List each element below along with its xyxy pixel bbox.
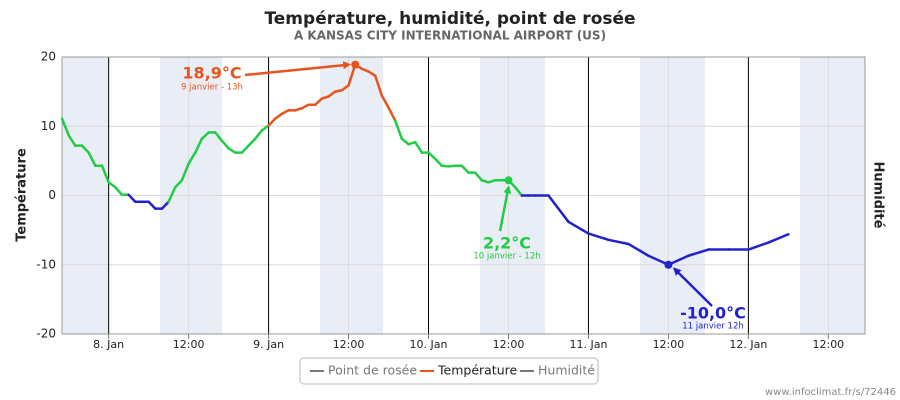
line-segment [254, 129, 264, 140]
line-segment [767, 233, 790, 244]
line-segment [200, 131, 210, 140]
line-segment [747, 241, 770, 251]
annotation-point [351, 60, 360, 69]
line-segment [373, 74, 384, 98]
line-segment [427, 151, 437, 161]
line-segment [160, 200, 170, 210]
line-segment [227, 147, 237, 154]
x-tick-label: 12:00 [333, 338, 365, 351]
line-segment [627, 242, 650, 257]
y-tick-label: 10 [41, 119, 56, 133]
line-segment [273, 112, 284, 120]
line-segment [433, 157, 444, 167]
line-segment [267, 117, 277, 127]
y-tick-label: 20 [41, 50, 56, 64]
line-segment [313, 97, 324, 107]
line-segment [174, 179, 184, 189]
line-segment [513, 185, 524, 197]
line-segment [413, 140, 424, 154]
y-axis-label: Température [15, 148, 30, 242]
line-segment [687, 248, 710, 257]
line-segment [100, 164, 110, 184]
x-tick-label: 12:00 [653, 338, 685, 351]
line-segment [567, 220, 590, 235]
annotation-sublabel: 9 janvier - 13h [181, 83, 243, 93]
line-segment [214, 131, 224, 143]
plot-frame [61, 56, 866, 335]
chart-subtitle: A KANSAS CITY INTERNATIONAL AIRPORT (US) [294, 29, 606, 43]
line-segment [114, 185, 124, 197]
y-tick-label: -20 [36, 327, 56, 341]
annotation-arrow [498, 185, 512, 232]
x-tick-label: 10. Jan [410, 338, 448, 351]
line-segment [280, 109, 290, 116]
x-tick-label: 8. Jan [93, 338, 124, 351]
source: www.infoclimat.fr/s/72446 [765, 387, 896, 398]
x-tick-label: 12:00 [493, 338, 525, 351]
annotation-label: 2,2°C [483, 234, 531, 253]
line-segment [340, 84, 350, 92]
legend-label: Humidité [538, 363, 595, 378]
line-segment [367, 70, 377, 77]
x-tick-label: 12. Jan [729, 338, 767, 351]
x-tick-label: 12:00 [173, 338, 205, 351]
line-segment [327, 90, 337, 98]
line-segment [67, 134, 77, 147]
annotation-point [664, 260, 673, 269]
annotation-arrow [244, 61, 352, 77]
y2-axis-label: Humidité [871, 162, 886, 229]
line-segment [80, 144, 90, 154]
annotation-arrow [672, 267, 713, 307]
legend-box [299, 357, 599, 385]
annotation-label: -10,0°C [680, 304, 746, 323]
legend-label: Température [437, 363, 517, 378]
line-segment [147, 200, 157, 210]
line-segment [380, 94, 390, 109]
line-segment [393, 119, 404, 140]
x-tick-label: 12:00 [812, 338, 844, 351]
line-segment [547, 194, 570, 224]
annotation-point [504, 176, 513, 185]
line-segment [107, 181, 117, 189]
y-tick-label: 0 [48, 188, 56, 202]
line-segment [260, 124, 270, 132]
annotation-label: 18,9°C [182, 64, 241, 83]
line-segment [220, 139, 230, 150]
line-segment [167, 185, 177, 203]
y-tick-label: -10 [36, 257, 56, 271]
legend-label: Point de rosée [328, 363, 417, 378]
line-segment [473, 171, 484, 182]
line-segment [247, 137, 257, 147]
line-segment [587, 232, 610, 242]
line-segment [400, 137, 410, 146]
line-segment [187, 151, 197, 165]
line-segment [240, 144, 250, 154]
line-segment [300, 103, 310, 110]
line-segment [387, 106, 397, 122]
line-segment [180, 162, 190, 182]
x-tick-label: 9. Jan [253, 338, 284, 351]
x-tick-label: 11. Jan [569, 338, 607, 351]
line-segment [194, 137, 204, 154]
line-segment [460, 164, 470, 174]
line-segment [607, 238, 630, 246]
annotation-sublabel: 10 janvier - 12h [473, 252, 540, 262]
chart-title: Température, humidité, point de rosée [264, 9, 635, 29]
annotation-sublabel: 11 janvier 12h [682, 322, 744, 332]
line-segment [127, 193, 137, 203]
line-segment [60, 117, 70, 137]
line-segment [87, 151, 97, 167]
